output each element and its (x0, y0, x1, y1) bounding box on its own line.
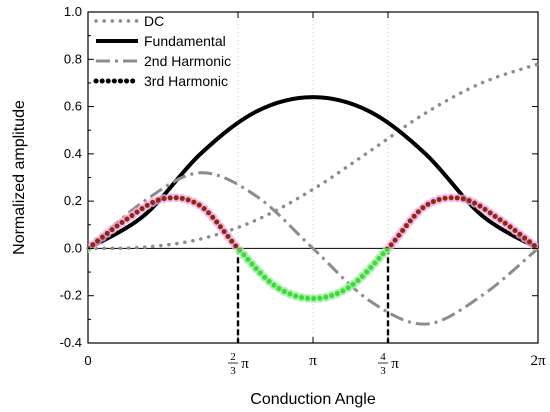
series-3rd-harmonic-dots-neg (88, 248, 538, 302)
y-axis: -0.4 -0.2 0.0 0.2 0.4 0.6 0.8 1.0 (60, 4, 538, 350)
y-tick-label: 0.0 (64, 240, 82, 255)
y-tick-label: 1.0 (64, 4, 82, 19)
series-3rd-harmonic-negative (88, 248, 538, 304)
y-tick-label: 0.4 (64, 146, 82, 161)
annotations (236, 248, 390, 343)
x-tick-label-pi: π (241, 356, 249, 372)
x-tick-label: 2π (530, 353, 546, 369)
series-3rd-harmonic-positive (88, 193, 538, 249)
x-tick-label-denominator: 3 (380, 365, 386, 377)
y-axis-label: Normalized amplitude (11, 100, 28, 255)
grid-lines (237, 12, 389, 343)
x-tick-label-pi: π (391, 356, 399, 372)
legend: DC Fundamental 2nd Harmonic 3rd Harmonic (93, 13, 231, 89)
legend-label: 3rd Harmonic (144, 73, 228, 89)
legend-label: Fundamental (144, 33, 226, 49)
x-tick-label-denominator: 3 (230, 365, 236, 377)
y-tick-label: 0.2 (64, 193, 82, 208)
x-tick-label: 4 3 π (378, 351, 399, 377)
legend-label: DC (144, 13, 164, 29)
y-tick-label: 0.8 (64, 51, 82, 66)
x-axis: 0 23 π π 43 π 2π (84, 12, 546, 377)
series-3rd-harmonic-dots (88, 195, 538, 249)
series-dc (86, 62, 540, 251)
x-tick-label: 0 (84, 353, 91, 368)
x-tick-label-numerator: 4 (380, 351, 386, 363)
x-tick-label-numerator: 2 (230, 351, 236, 363)
y-tick-label: -0.4 (60, 335, 82, 350)
legend-label: 2nd Harmonic (144, 53, 231, 69)
y-tick-label: 0.6 (64, 99, 82, 114)
y-tick-label: -0.2 (60, 288, 82, 303)
x-tick-label: 2 3 π (228, 351, 249, 377)
series-group (86, 62, 540, 326)
x-axis-label: Conduction Angle (250, 391, 376, 408)
x-tick-label: π (309, 353, 317, 369)
series-2nd-harmonic (87, 171, 539, 326)
